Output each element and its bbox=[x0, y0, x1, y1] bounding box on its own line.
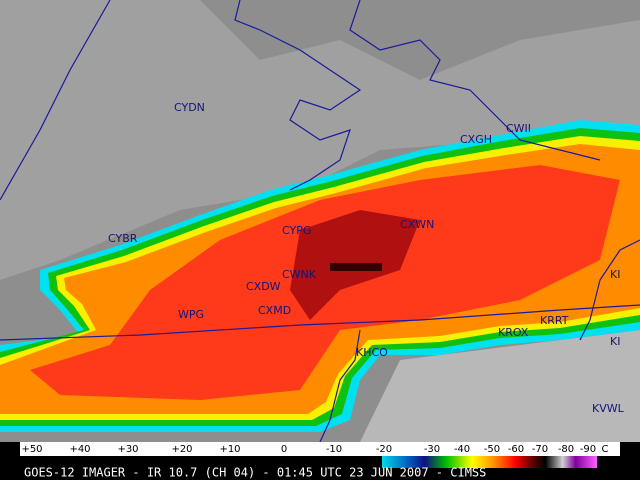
colorbar-label: -50 bbox=[484, 444, 500, 455]
colorbar-label: -30 bbox=[424, 444, 440, 455]
colorbar-label: 0 bbox=[281, 444, 287, 455]
colorbar-labels-bg bbox=[20, 442, 620, 456]
station-label: CYBR bbox=[108, 232, 138, 245]
cloud-gray bbox=[360, 330, 640, 442]
colorbar-label: -10 bbox=[326, 444, 342, 455]
station-label: CXGH bbox=[460, 133, 492, 146]
cloud-core bbox=[330, 263, 382, 271]
colorbar-label: -90 bbox=[580, 444, 596, 455]
colorbar-label: +40 bbox=[69, 444, 90, 455]
colorbar-label: +10 bbox=[219, 444, 240, 455]
boundaries bbox=[0, 0, 640, 443]
colorbar-label: -70 bbox=[532, 444, 548, 455]
colorbar-label: +50 bbox=[21, 444, 42, 455]
station-label: KRRT bbox=[540, 314, 569, 327]
colorbar-label: -40 bbox=[454, 444, 470, 455]
station-label: KI bbox=[610, 335, 620, 348]
colorbar-label: +20 bbox=[171, 444, 192, 455]
station-label: KI bbox=[610, 268, 620, 281]
station-label: WPG bbox=[178, 308, 204, 321]
colorbar-unit: C bbox=[602, 444, 609, 455]
station-label: KHCO bbox=[356, 346, 388, 359]
station-label: KVWL bbox=[592, 402, 625, 415]
colorbar bbox=[382, 456, 597, 468]
colorbar-label: -60 bbox=[508, 444, 524, 455]
colorbar-label: -20 bbox=[376, 444, 392, 455]
station-label: KROX bbox=[498, 326, 529, 339]
caption: GOES-12 IMAGER - IR 10.7 (CH 04) - 01:45… bbox=[24, 466, 486, 480]
colorbar-label: +30 bbox=[117, 444, 138, 455]
station-label: CXDW bbox=[246, 280, 281, 293]
station-label: CWII bbox=[506, 122, 531, 135]
station-label: CWNK bbox=[282, 268, 317, 281]
station-label: CXWN bbox=[400, 218, 434, 231]
colorbar-label: -80 bbox=[558, 444, 574, 455]
station-label: CXMD bbox=[258, 304, 291, 317]
station-label: CYDN bbox=[174, 101, 205, 114]
station-label: CYPG bbox=[282, 224, 311, 237]
